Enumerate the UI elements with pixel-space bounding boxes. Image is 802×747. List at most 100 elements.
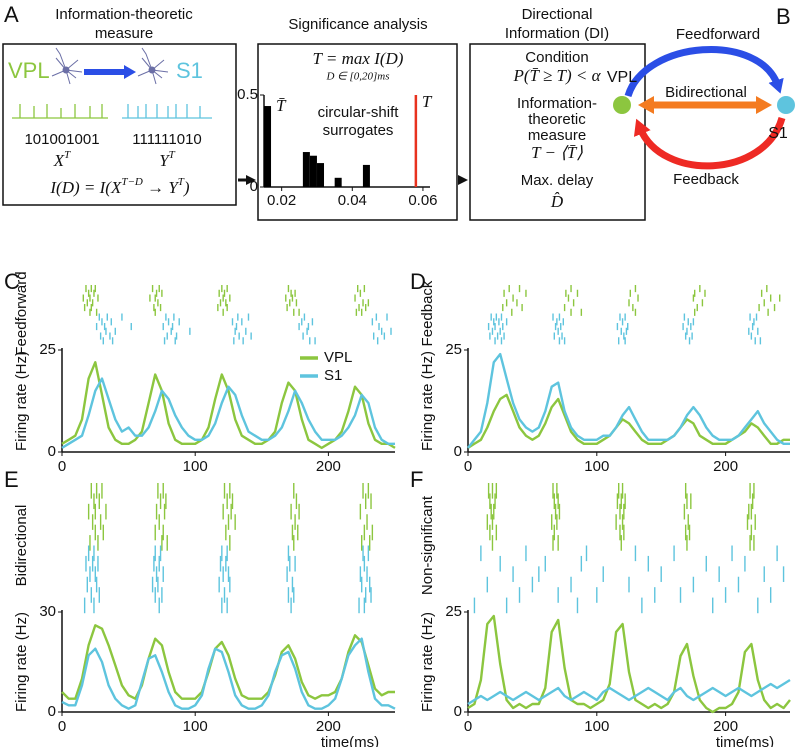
x-axis-label: time(ms) [716,734,774,747]
panel-letter: B [776,4,791,29]
superscript: T [178,176,185,188]
x-tick-label: 0 [464,718,472,735]
formula-subscript: D ∈ [0,20]ms [325,71,389,83]
bar [264,106,272,187]
formula-part: ) [183,178,190,197]
annotation: surrogates [323,122,394,139]
y-tick-label: 0 [454,443,462,460]
legend-label: S1 [324,367,342,384]
text: Information- [517,95,597,112]
series-line [467,393,790,449]
superscript: T [169,149,176,161]
y-axis-label: Firing rate (Hz) [13,612,30,712]
y-axis-label: Firing rate (Hz) [419,612,436,712]
node [613,96,631,114]
y-tick-label: 25 [445,603,462,620]
x-tick-label: 0 [58,718,66,735]
superscript: T−D [121,176,143,188]
mean-label: T̄ [276,96,287,115]
formula-part: Y [159,151,170,170]
formula: I(D) = I(XT−D → YT) [49,176,190,197]
x-tick-label: 200 [713,718,738,735]
bit-string: 111111010 [132,131,202,148]
series-line [467,614,791,714]
box-title: Information-theoretic [55,6,193,23]
symbol: YT [159,149,175,170]
y-tick-label: 0 [48,703,56,720]
box-title: Significance analysis [288,16,427,33]
y-tick-label: 25 [39,341,56,358]
bit-string: 101001001 [24,131,99,148]
node-label: S1 [768,125,788,142]
panel-letter: D [410,269,426,294]
box-title: Directional [522,6,593,23]
box-title: measure [95,25,153,42]
edge-label: Feedforward [676,26,760,43]
superscript: T [64,149,71,161]
spike-train-icon [12,104,108,119]
formula: D̂ [550,192,564,211]
x-tick-label: 100 [183,718,208,735]
x-axis-label: time(ms) [321,734,379,747]
y-tick-label: 25 [445,341,462,358]
x-tick-label: 100 [584,458,609,475]
y-tick-label: 0 [48,443,56,460]
series-line [61,377,395,449]
x-tick-label: 200 [316,458,341,475]
threshold-label: T [422,92,433,111]
x-tick-label: 0.06 [408,192,437,209]
x-tick-label: 0 [58,458,66,475]
y-tick-label: 0 [454,703,462,720]
box [257,43,458,221]
text: Condition [525,49,588,66]
text: Max. delay [521,172,594,189]
y-tick-label: 0.5 [237,86,258,103]
x-tick-label: 0.02 [267,192,296,209]
legend-label: VPL [324,349,352,366]
x-tick-label: 0.04 [338,192,367,209]
text: measure [528,127,586,144]
formula: P(T̄ ≥ T) < α [512,66,601,85]
node [777,96,795,114]
series-line [467,352,790,449]
x-tick-label: 100 [584,718,609,735]
annotation: circular-shift [318,104,400,121]
panel-letter: F [410,467,423,492]
text: theoretic [528,111,586,128]
raster-label: Feedback [419,280,436,346]
source-label: VPL [8,58,50,83]
series-line [61,637,396,710]
box-title: Information (DI) [505,25,609,42]
bar [334,177,342,187]
series-line [61,361,396,450]
formula-part: I(D) = I(X [49,178,122,197]
formula: T = max I(D) [313,49,404,68]
edge-label: Feedback [673,171,739,188]
box [2,43,237,206]
formula: T − ⟨T̄⟩ [531,143,583,162]
y-tick-label: 30 [39,603,56,620]
y-tick-label: 0 [250,178,258,195]
raster-label: Bidirectional [13,505,30,587]
x-tick-label: 200 [316,718,341,735]
series-line [61,624,395,700]
panel-letter: A [4,2,19,27]
panel-letter: C [4,269,20,294]
formula-part: X [53,151,65,170]
panel-letter: E [4,467,19,492]
x-tick-label: 100 [183,458,208,475]
node-label: VPL [607,69,637,86]
bar [302,152,310,187]
bar [309,155,317,187]
series-line [467,678,791,706]
bar [317,163,325,187]
feedforward-arrow [624,46,784,98]
y-axis-label: Firing rate (Hz) [13,351,30,451]
x-tick-label: 0 [464,458,472,475]
x-tick-label: 200 [713,458,738,475]
raster-label: Non-significant [419,495,436,595]
symbol: XT [53,149,71,170]
formula-part: → Y [143,178,180,197]
target-label: S1 [176,58,203,83]
